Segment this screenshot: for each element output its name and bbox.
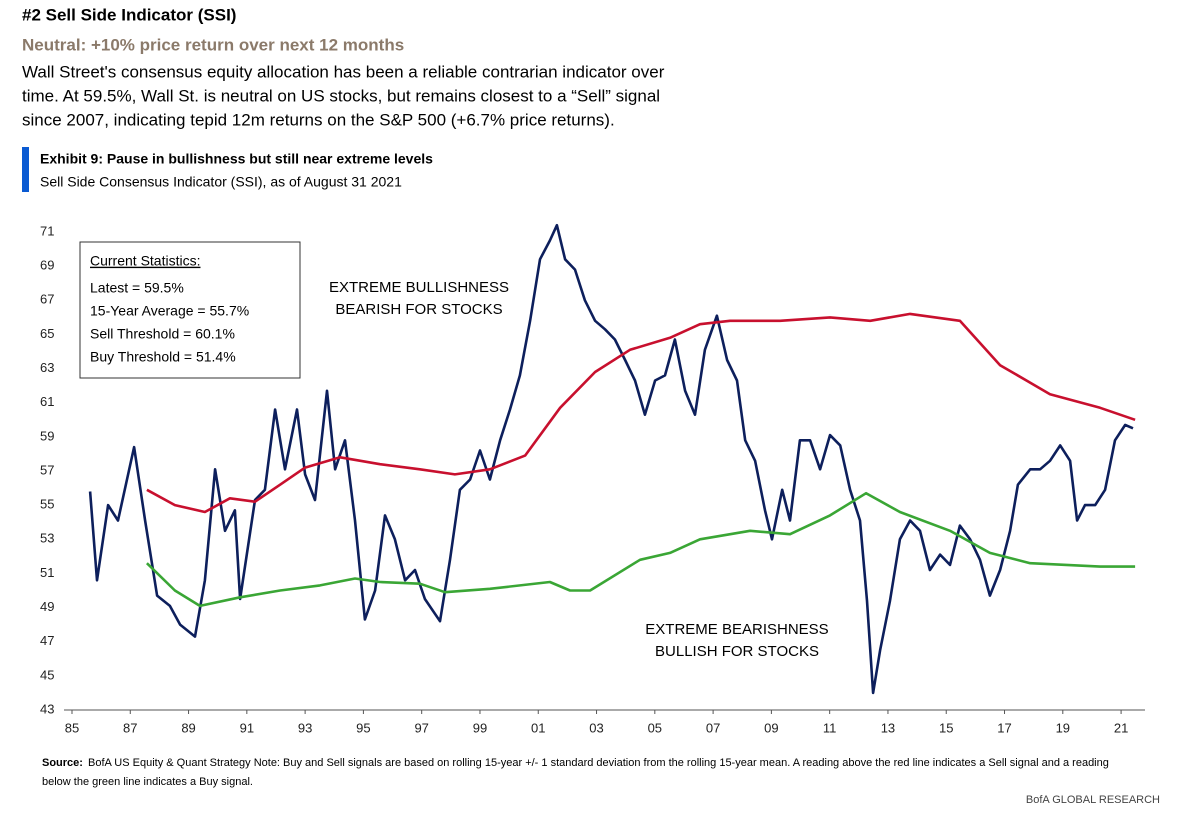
stats-box bbox=[79, 241, 301, 379]
x-tick-label: 89 bbox=[181, 720, 195, 735]
stats-line: Buy Threshold = 51.4% bbox=[90, 349, 236, 365]
x-tick-label: 09 bbox=[764, 720, 778, 735]
y-tick-label: 53 bbox=[40, 531, 54, 546]
series-line bbox=[88, 223, 1134, 695]
stats-line: Latest = 59.5% bbox=[90, 280, 184, 296]
y-tick-label: 67 bbox=[40, 292, 54, 307]
y-tick-label: 45 bbox=[40, 667, 54, 682]
stats-line: Sell Threshold = 60.1% bbox=[90, 326, 235, 342]
chart-subtitle: Sell Side Consensus Indicator (SSI), as … bbox=[40, 174, 402, 190]
body-line: since 2007, indicating tepid 12m returns… bbox=[22, 110, 615, 129]
chart-title: Exhibit 9: Pause in bullishness but stil… bbox=[40, 151, 433, 167]
x-tick-label: 17 bbox=[997, 720, 1011, 735]
series-line bbox=[146, 312, 1136, 514]
x-tick-label: 97 bbox=[414, 720, 428, 735]
y-tick-label: 63 bbox=[40, 360, 54, 375]
x-tick-label: 91 bbox=[240, 720, 254, 735]
x-tick-label: 07 bbox=[706, 720, 720, 735]
y-tick-label: 69 bbox=[40, 258, 54, 273]
footer: BofA GLOBAL RESEARCH bbox=[1026, 794, 1160, 806]
y-tick-label: 49 bbox=[40, 599, 54, 614]
x-tick-label: 93 bbox=[298, 720, 312, 735]
plot: 43 45 47 49 51 53 55 57 59 61 63 65 67 69 71 85 87 89 91 93… bbox=[40, 223, 1136, 735]
y-tick-label: 71 bbox=[40, 223, 54, 238]
source-label: Source: bbox=[42, 757, 83, 769]
annotation: BEARISH FOR STOCKS bbox=[335, 301, 502, 318]
page-title: #2 Sell Side Indicator (SSI) bbox=[22, 5, 236, 24]
y-tick-label: 43 bbox=[40, 701, 54, 716]
series-line bbox=[145, 491, 1136, 608]
x-tick-label: 99 bbox=[473, 720, 487, 735]
annotation: EXTREME BULLISHNESS bbox=[329, 279, 509, 296]
source-text: BofA US Equity & Quant Strategy Note: Bu… bbox=[88, 757, 1109, 769]
x-tick-label: 85 bbox=[65, 720, 79, 735]
y-tick-label: 57 bbox=[40, 462, 54, 477]
body-line: time. At 59.5%, Wall St. is neutral on U… bbox=[22, 86, 660, 105]
x-tick-label: 95 bbox=[356, 720, 370, 735]
x-tick-label: 21 bbox=[1114, 720, 1128, 735]
x-tick-label: 03 bbox=[589, 720, 603, 735]
annotation: BULLISH FOR STOCKS bbox=[655, 643, 819, 660]
stats-line: 15-Year Average = 55.7% bbox=[90, 303, 249, 319]
y-tick-label: 47 bbox=[40, 633, 54, 648]
exhibit-bar bbox=[22, 147, 29, 192]
x-tick-label: 01 bbox=[531, 720, 545, 735]
y-tick-label: 65 bbox=[40, 326, 54, 341]
x-tick-label: 11 bbox=[823, 720, 837, 735]
x-tick-label: 87 bbox=[123, 720, 137, 735]
annotation: EXTREME BEARISHNESS bbox=[645, 621, 828, 638]
source-text: below the green line indicates a Buy sig… bbox=[42, 776, 253, 788]
x-tick-label: 13 bbox=[881, 720, 895, 735]
y-tick-label: 55 bbox=[40, 497, 54, 512]
x-tick-label: 19 bbox=[1056, 720, 1070, 735]
stats-heading: Current Statistics: bbox=[90, 253, 200, 269]
y-tick-label: 61 bbox=[40, 394, 54, 409]
body-line: Wall Street's consensus equity allocatio… bbox=[22, 62, 665, 81]
x-tick-label: 15 bbox=[939, 720, 953, 735]
x-tick-label: 05 bbox=[648, 720, 662, 735]
y-tick-label: 51 bbox=[40, 565, 54, 580]
page-subtitle: Neutral: +10% price return over next 12 … bbox=[22, 35, 404, 54]
y-tick-label: 59 bbox=[40, 428, 54, 443]
